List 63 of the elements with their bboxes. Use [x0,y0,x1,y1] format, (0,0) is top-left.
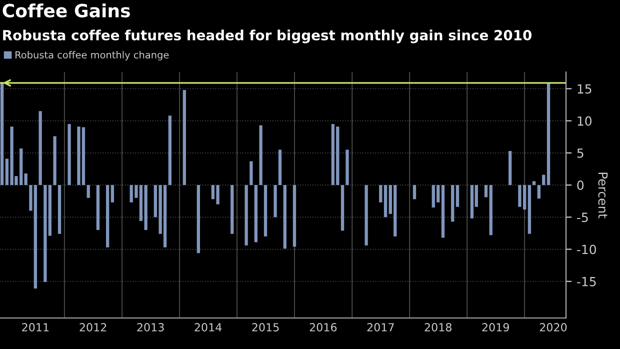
bar [230,185,234,234]
y-tick-label: 10 [578,116,592,126]
bar [53,136,56,186]
bar [264,185,268,236]
y-tick-label: 0 [577,180,584,190]
bar [364,185,368,246]
bar [528,185,532,234]
bar [58,185,62,234]
bar [412,185,416,200]
bar [384,185,388,218]
bar [110,185,114,202]
y-tick-label: -10 [577,244,596,254]
bar [144,185,148,230]
bar [38,111,42,186]
bar [0,82,4,186]
x-tick-label: 2011 [22,323,49,332]
bar [542,174,546,186]
y-tick-label: -15 [577,277,596,286]
x-tick-label: 2014 [194,323,222,332]
x-tick-label: 2015 [252,323,279,332]
bar [283,185,286,249]
bar [532,181,536,186]
bar [340,185,344,231]
bar [278,150,282,186]
bar [196,185,200,254]
y-tick-label: 5 [577,148,584,158]
bar [86,185,90,198]
bar [250,161,253,186]
bar [346,150,349,186]
bar [379,185,382,202]
x-tick-label: 2019 [482,323,509,332]
bar [24,173,28,186]
bar [106,185,110,248]
bar [96,185,100,230]
x-tick-label: 2017 [367,323,394,332]
x-tick-label: 2016 [310,323,337,332]
bar [489,185,492,236]
y-tick-label: -5 [577,212,588,222]
y-tick-label: 15 [578,84,592,94]
x-tick-label: 2013 [137,323,164,332]
bar [537,185,540,199]
bar [456,185,460,207]
bar [244,185,248,246]
bar [168,116,172,186]
bar [259,125,262,186]
chart-subtitle: Robusta coffee futures headed for biggest monthly gain since 2010 [3,30,532,44]
bar [484,185,488,198]
bar [451,185,454,222]
bar [292,185,296,247]
chart-title: Coffee Gains [2,3,130,18]
bar [508,151,512,186]
bar [441,185,445,238]
y-axis-title: Percent [598,172,608,218]
bar [546,82,550,186]
bar [68,124,71,186]
bar [470,185,474,218]
bar [254,185,258,242]
bar [274,185,277,218]
x-tick-label: 2012 [80,323,106,332]
bar [182,90,186,186]
x-tick-label: 2020 [540,323,567,332]
legend-label: Robusta coffee monthly change [16,51,169,60]
x-tick-label: 2018 [424,323,452,332]
